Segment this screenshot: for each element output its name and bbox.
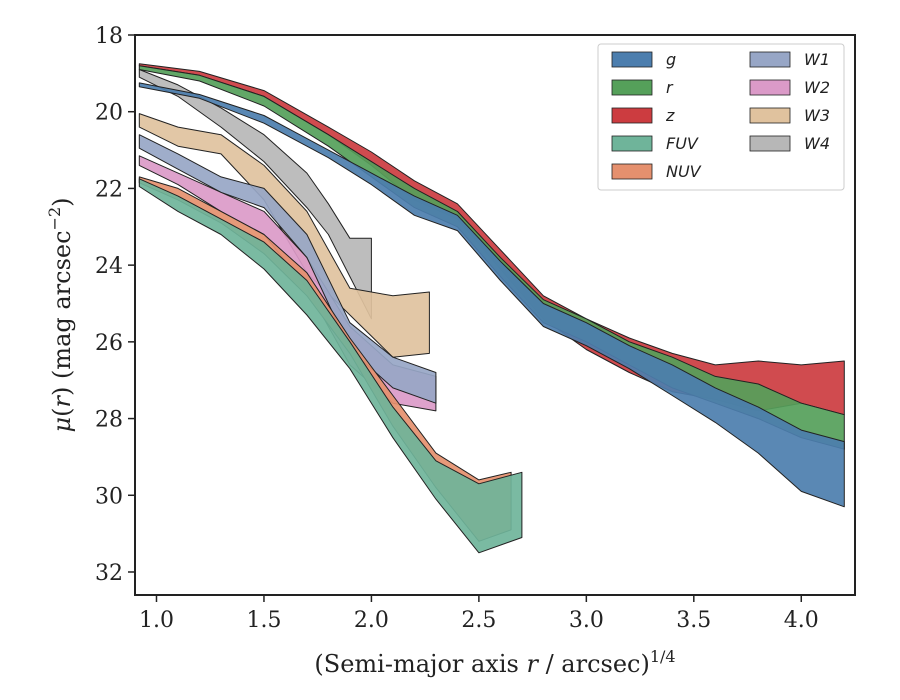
y-axis-ticks: 18 20 22 24 26 28 30 32: [95, 24, 135, 586]
y-tick-label: 32: [95, 561, 123, 586]
x-tick-label: 3.5: [676, 608, 711, 633]
legend-label-nuv: NUV: [666, 162, 702, 181]
area-w1: [138, 134, 437, 404]
x-tick-label: 1.5: [246, 608, 281, 633]
legend-label-w1: W1: [804, 50, 830, 69]
y-tick-label: 22: [95, 177, 123, 202]
legend-swatch-fuv: [611, 135, 653, 152]
y-tick-label: 24: [95, 254, 123, 279]
x-tick-label: 2.5: [461, 608, 496, 633]
y-axis-label: μ(r) (mag arcsec−2): [45, 197, 76, 432]
y-tick-label: 28: [95, 408, 123, 433]
legend-label-w3: W3: [804, 106, 830, 125]
legend-label-w2: W2: [804, 78, 830, 97]
area-w3: [138, 113, 430, 358]
legend-label-fuv: FUV: [666, 134, 699, 153]
legend-swatch-w1: [749, 51, 791, 68]
legend: grz FUV NUV W1 W2 W3 W4: [597, 43, 845, 191]
x-axis-label-text: (Semi-major axis r / arcsec)1/4: [314, 647, 675, 678]
profile-areas: [138, 63, 845, 554]
x-axis-label: (Semi-major axis r / arcsec)1/4: [314, 647, 675, 678]
legend-swatch-r: [611, 79, 653, 96]
legend-label-g: g: [666, 50, 676, 69]
x-tick-label: 4.0: [784, 608, 819, 633]
x-tick-label: 3.0: [569, 608, 604, 633]
area-fuv: [138, 178, 523, 554]
legend-swatch-w2: [749, 79, 791, 96]
plot-frame: [134, 34, 856, 596]
y-tick-label: 20: [95, 101, 123, 126]
y-tick-label: 18: [95, 24, 123, 49]
y-tick-label: 30: [95, 484, 123, 509]
area-g: [138, 82, 845, 508]
y-tick-label: 26: [95, 331, 123, 356]
legend-swatch-w3: [749, 107, 791, 124]
legend-swatch-nuv: [611, 163, 653, 180]
legend-swatch-z: [611, 107, 653, 124]
legend-label-r: r: [666, 78, 674, 97]
legend-label-z: z: [665, 106, 675, 125]
legend-swatch-g: [611, 51, 653, 68]
x-axis-ticks: 1.0 1.5 2.0 2.5 3.0 3.5 4.0: [139, 595, 819, 633]
x-tick-label: 2.0: [354, 608, 389, 633]
legend-label-w4: W4: [804, 134, 830, 153]
x-tick-label: 1.0: [139, 608, 174, 633]
legend-swatch-w4: [749, 135, 791, 152]
